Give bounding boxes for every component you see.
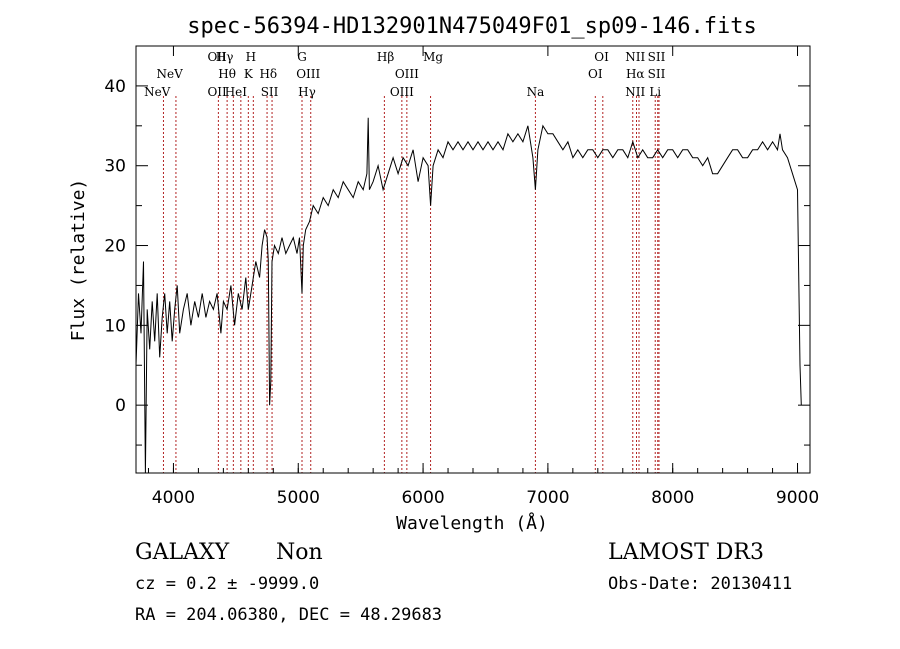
y-tick-label: 30	[104, 157, 126, 177]
x-tick-label: 5000	[277, 488, 320, 508]
marker-label: NeV	[157, 67, 184, 81]
survey-name: LAMOST DR3	[608, 540, 764, 565]
plot-frame	[135, 45, 811, 474]
marker-label: Na	[527, 85, 545, 99]
marker-label: SII	[648, 50, 666, 64]
marker-label: Mg	[423, 50, 443, 64]
marker-label: Hθ	[218, 67, 236, 81]
obs-date: Obs-Date: 20130411	[608, 574, 792, 594]
marker-label: SII	[648, 67, 666, 81]
marker-label: Hγ	[216, 50, 234, 64]
y-tick-label: 0	[115, 396, 126, 416]
marker-label: NII	[625, 85, 645, 99]
x-tick-label: 7000	[526, 488, 569, 508]
y-axis-label: Flux (relative)	[68, 179, 89, 342]
x-tick-label: 4000	[152, 488, 195, 508]
x-axis-label: Wavelength (Å)	[396, 512, 548, 534]
coordinates-text: RA = 204.06380, DEC = 48.29683	[135, 605, 442, 625]
x-tick-label: 9000	[776, 488, 819, 508]
marker-label: OIII	[390, 85, 414, 99]
y-tick-label: 40	[104, 77, 126, 97]
object-class: GALAXY	[135, 540, 230, 565]
marker-label: Hα	[626, 67, 645, 81]
marker-label: OI	[588, 67, 603, 81]
marker-label: Hβ	[377, 50, 394, 64]
marker-label: H	[246, 50, 256, 64]
marker-label: OI	[594, 50, 609, 64]
marker-label: OIII	[395, 67, 419, 81]
marker-label: HeI	[225, 85, 248, 99]
x-axis: 4000 5000 6000 7000 8000 9000	[147, 46, 819, 508]
spectrum-line	[135, 117, 802, 474]
marker-label: Hδ	[259, 67, 277, 81]
marker-label: OII	[207, 50, 227, 64]
y-tick-label: 10	[104, 316, 126, 336]
marker-label: NII	[625, 50, 645, 64]
marker-label: K	[244, 67, 254, 81]
marker-label: G	[297, 50, 307, 64]
y-axis: 0 10 20 30 40	[104, 45, 810, 446]
x-tick-label: 8000	[651, 488, 694, 508]
y-tick-label: 20	[104, 237, 126, 257]
marker-label: Hγ	[298, 85, 316, 99]
marker-label: SII	[261, 85, 279, 99]
marker-label: NeV	[144, 85, 171, 99]
object-subclass: Non	[276, 540, 323, 565]
marker-label: Li	[649, 85, 661, 99]
redshift-text: cz = 0.2 ± -9999.0	[135, 574, 319, 594]
chart-title: spec-56394-HD132901N475049F01_sp09-146.f…	[187, 14, 757, 39]
marker-label: OII	[207, 85, 227, 99]
x-tick-label: 6000	[401, 488, 444, 508]
marker-label: OIII	[296, 67, 320, 81]
